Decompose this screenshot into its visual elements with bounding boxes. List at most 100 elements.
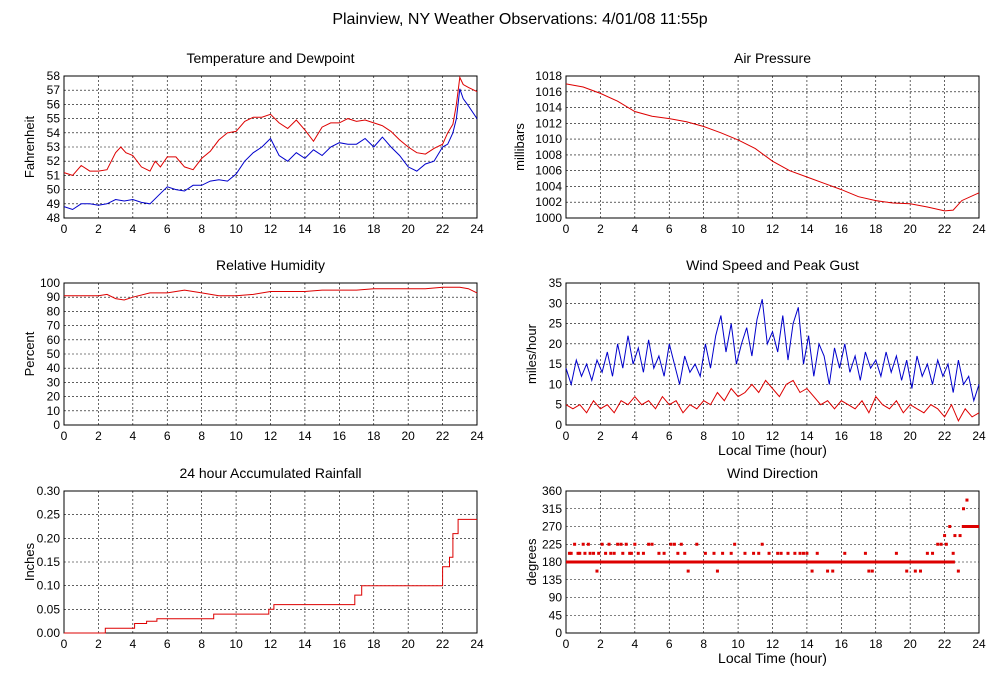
direction-point bbox=[870, 569, 874, 573]
direction-point bbox=[629, 551, 633, 555]
y-tick-label: 50 bbox=[47, 347, 61, 361]
y-tick-label: 100 bbox=[40, 276, 60, 290]
x-axis-label: Local Time (hour) bbox=[718, 650, 827, 666]
chart-title: Wind Direction bbox=[727, 465, 818, 481]
y-tick-label: 1000 bbox=[535, 211, 562, 225]
y-tick-label: 90 bbox=[47, 290, 61, 304]
x-tick-label: 10 bbox=[731, 637, 745, 651]
x-tick-label: 22 bbox=[938, 637, 952, 651]
chart-rainfall: 24 hour Accumulated Rainfall 0.00 0.05 0.10… bbox=[22, 465, 484, 651]
series-line-2 bbox=[63, 88, 478, 211]
page-title: Plainview, NY Weather Observations: 4/01… bbox=[332, 11, 707, 28]
direction-point bbox=[956, 569, 960, 573]
x-tick-label: 6 bbox=[164, 637, 171, 651]
direction-point bbox=[826, 569, 830, 573]
x-tick-label: 6 bbox=[666, 429, 673, 443]
direction-point bbox=[951, 551, 955, 555]
y-tick-label: 360 bbox=[542, 484, 562, 498]
y-tick-label: 1004 bbox=[535, 179, 562, 193]
direction-point bbox=[621, 551, 625, 555]
y-tick-label: 52 bbox=[47, 154, 61, 168]
y-tick-label: 70 bbox=[47, 319, 61, 333]
direction-point bbox=[650, 542, 654, 546]
direction-point bbox=[703, 551, 707, 555]
y-tick-label: 55 bbox=[47, 112, 61, 126]
direction-point bbox=[633, 542, 637, 546]
x-tick-label: 4 bbox=[129, 429, 136, 443]
direction-point bbox=[604, 551, 608, 555]
direction-point bbox=[793, 551, 797, 555]
x-tick-label: 4 bbox=[129, 222, 136, 236]
direction-point bbox=[905, 569, 909, 573]
x-tick-label: 4 bbox=[129, 637, 136, 651]
x-tick-label: 6 bbox=[666, 637, 673, 651]
x-tick-label: 22 bbox=[938, 429, 952, 443]
direction-point bbox=[683, 551, 687, 555]
y-tick-label: 0.25 bbox=[37, 508, 61, 522]
direction-point bbox=[962, 507, 966, 511]
y-axis-label: degrees bbox=[524, 538, 539, 585]
direction-point bbox=[592, 551, 596, 555]
y-tick-label: 0 bbox=[555, 418, 562, 432]
direction-point bbox=[776, 551, 780, 555]
y-axis-label: Inches bbox=[22, 542, 37, 581]
x-tick-label: 6 bbox=[164, 222, 171, 236]
y-axis-label: Percent bbox=[22, 331, 37, 376]
direction-point bbox=[712, 551, 716, 555]
x-tick-label: 16 bbox=[835, 429, 849, 443]
x-tick-label: 24 bbox=[972, 429, 986, 443]
direction-point bbox=[757, 551, 761, 555]
x-tick-label: 8 bbox=[700, 222, 707, 236]
y-tick-label: 1002 bbox=[535, 195, 562, 209]
direction-point bbox=[943, 534, 947, 538]
y-tick-label: 48 bbox=[47, 211, 61, 225]
x-tick-label: 6 bbox=[164, 429, 171, 443]
y-tick-label: 25 bbox=[549, 317, 563, 331]
direction-point bbox=[669, 542, 673, 546]
direction-point bbox=[624, 542, 628, 546]
x-tick-label: 10 bbox=[229, 637, 243, 651]
x-tick-label: 16 bbox=[835, 222, 849, 236]
x-tick-label: 16 bbox=[835, 637, 849, 651]
direction-point bbox=[815, 551, 819, 555]
x-tick-label: 18 bbox=[367, 429, 381, 443]
x-tick-label: 0 bbox=[563, 222, 570, 236]
x-tick-label: 18 bbox=[869, 222, 883, 236]
y-tick-label: 50 bbox=[47, 183, 61, 197]
x-tick-label: 12 bbox=[766, 222, 780, 236]
direction-point bbox=[894, 551, 898, 555]
chart-title: Relative Humidity bbox=[216, 257, 325, 273]
x-tick-label: 10 bbox=[229, 222, 243, 236]
x-tick-label: 24 bbox=[470, 429, 484, 443]
x-tick-label: 22 bbox=[436, 222, 450, 236]
x-tick-label: 16 bbox=[333, 429, 347, 443]
charts-layer: Temperature and Dewpoint4849505152535455… bbox=[22, 50, 986, 666]
direction-point bbox=[641, 551, 645, 555]
direction-point bbox=[786, 551, 790, 555]
direction-point bbox=[636, 551, 640, 555]
direction-point bbox=[944, 542, 948, 546]
direction-point bbox=[936, 542, 940, 546]
chart-humidity: Relative Humidity01020304050607080901000… bbox=[22, 257, 484, 443]
direction-point bbox=[965, 498, 969, 502]
x-axis-label: Local Time (hour) bbox=[718, 442, 827, 458]
direction-point bbox=[686, 569, 690, 573]
series-line-1 bbox=[565, 299, 980, 403]
direction-point bbox=[867, 569, 871, 573]
series-line-1 bbox=[565, 83, 980, 212]
y-tick-label: 54 bbox=[47, 126, 61, 140]
y-axis-label: miles/hour bbox=[524, 323, 539, 384]
direction-point bbox=[831, 569, 835, 573]
x-tick-label: 4 bbox=[631, 429, 638, 443]
y-tick-label: 90 bbox=[549, 591, 563, 605]
y-tick-label: 51 bbox=[47, 168, 61, 182]
chart-pressure: Air Pressure1000100210041006100810101012… bbox=[512, 50, 986, 236]
x-tick-label: 10 bbox=[731, 429, 745, 443]
x-tick-label: 20 bbox=[401, 429, 415, 443]
direction-point bbox=[752, 551, 756, 555]
x-tick-label: 14 bbox=[298, 637, 312, 651]
x-tick-label: 10 bbox=[229, 429, 243, 443]
y-tick-label: 0.00 bbox=[37, 626, 61, 640]
direction-point bbox=[657, 551, 661, 555]
